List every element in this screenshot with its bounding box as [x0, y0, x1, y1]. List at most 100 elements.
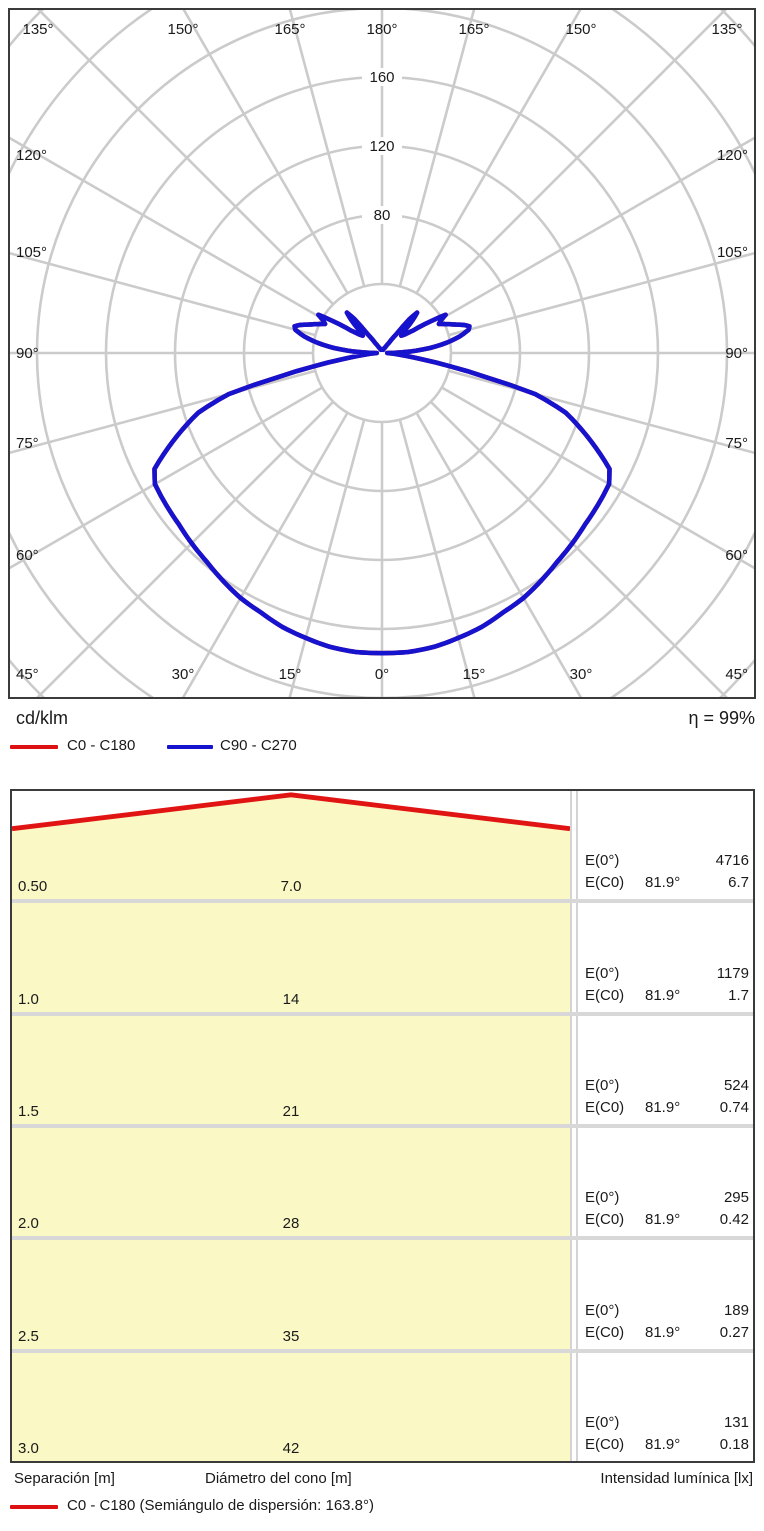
cone-cell: 0.50 7.0: [12, 791, 570, 900]
polar-grid-ray: [448, 251, 754, 337]
cone-table-row: 2.0 28 E(0°) 295 E(C0) 81.9° 0.42: [12, 1127, 753, 1241]
cone-cell: 3.0 42: [12, 1352, 570, 1461]
angle-label: 120°: [717, 147, 748, 164]
e0-label: E(0°): [585, 1413, 620, 1431]
ec0-angle: 81.9°: [645, 1098, 681, 1116]
cone-diameter-value: 28: [282, 1215, 300, 1233]
e0-line: E(0°) 189: [585, 1300, 749, 1322]
angle-label: 0°: [375, 666, 389, 683]
cone-diameter-value: 14: [282, 990, 300, 1008]
cone-cell: 1.0 14: [12, 903, 570, 1012]
c90-c270-curve: [152, 310, 612, 656]
angle-label: 30°: [570, 666, 593, 683]
polar-grid-ray: [10, 251, 316, 337]
column-gutter: [570, 1352, 578, 1461]
polar-grid-ray: [441, 386, 754, 570]
ec0-label: E(C0): [585, 986, 625, 1004]
e0-label: E(0°): [585, 852, 620, 870]
angle-label: 60°: [725, 547, 748, 564]
polar-grid-ray: [10, 136, 323, 320]
polar-grid-ray: [181, 412, 349, 697]
angle-label: 15°: [463, 666, 486, 683]
separation-caption: Separación [m]: [14, 1470, 115, 1487]
e0-label: E(0°): [585, 964, 620, 982]
cone-table-row: 2.5 35 E(0°) 189 E(C0) 81.9° 0.27: [12, 1240, 753, 1353]
angle-label: 15°: [279, 666, 302, 683]
ec0-value: 0.74: [719, 1098, 749, 1116]
angle-label: 90°: [16, 345, 39, 362]
polar-grid-ray: [429, 10, 727, 306]
polar-chart-border: [8, 8, 756, 699]
angle-label: 135°: [22, 21, 53, 38]
angle-labels: 135° 150° 165° 180° 165° 150° 135° 120° 105° 90° 7…: [16, 21, 748, 683]
ec0-value: 0.18: [719, 1435, 749, 1453]
angle-label: 105°: [16, 244, 47, 261]
efficiency-label: η = 99%: [688, 708, 755, 728]
angle-label: 105°: [717, 244, 748, 261]
e0-line: E(0°) 4716: [585, 850, 749, 872]
e0-line: E(0°) 1179: [585, 963, 749, 985]
polar-grid-ray: [37, 10, 335, 306]
angle-label: 120°: [16, 147, 47, 164]
illuminance-cell: E(0°) 189 E(C0) 81.9° 0.27: [578, 1240, 753, 1349]
radial-tick-label: 120: [369, 138, 394, 155]
angle-label: 150°: [565, 21, 596, 38]
ec0-value: 6.7: [728, 874, 749, 892]
ec0-line: E(C0) 81.9° 0.42: [585, 1209, 749, 1231]
angle-label: 150°: [167, 21, 198, 38]
polar-grid-ray: [10, 386, 323, 570]
polar-grid-ray: [288, 419, 366, 697]
cone-diameter-value: 21: [282, 1102, 300, 1120]
e0-value: 1179: [716, 964, 749, 982]
separation-value: 1.5: [18, 1102, 39, 1120]
e0-label: E(0°): [585, 1076, 620, 1094]
polar-intensity-diagram: 80 120 160 135° 150° 165° 180° 165° 150° 135° 120°…: [8, 8, 756, 699]
illuminance-cell: E(0°) 4716 E(C0) 81.9° 6.7: [578, 791, 753, 900]
ec0-label: E(C0): [585, 1098, 625, 1116]
polar-grid-ring: [311, 282, 453, 424]
cone-cell: 1.5 21: [12, 1015, 570, 1124]
polar-grid-ray: [36, 400, 335, 697]
angle-label: 165°: [458, 21, 489, 38]
column-gutter: [570, 1015, 578, 1124]
ec0-line: E(C0) 81.9° 0.27: [585, 1322, 749, 1344]
separation-value: 2.0: [18, 1215, 39, 1233]
polar-legend: C0 - C180 C90 - C270: [0, 736, 764, 758]
separation-value: 1.0: [18, 990, 39, 1008]
c0-c180-cone-legend-line: [10, 1505, 58, 1509]
polar-grid-ray: [182, 10, 349, 294]
polar-grid-ray: [429, 400, 728, 697]
e0-value: 295: [723, 1189, 749, 1207]
radial-tick-labels: 80 120 160: [362, 68, 402, 224]
ec0-line: E(C0) 81.9° 1.7: [585, 985, 749, 1007]
intensity-curves: [152, 310, 612, 656]
angle-label: 180°: [366, 21, 397, 38]
e0-line: E(0°) 295: [585, 1187, 749, 1209]
ec0-angle: 81.9°: [645, 874, 681, 892]
c90-c270-legend-label: C90 - C270: [220, 737, 297, 754]
e0-line: E(0°) 131: [585, 1412, 749, 1434]
radial-tick-label: 160: [369, 69, 394, 86]
polar-grid-ray: [415, 412, 583, 697]
ec0-label: E(C0): [585, 1211, 625, 1229]
unit-label: cd/klm: [16, 708, 69, 728]
polar-grid-ray: [415, 10, 582, 294]
c0-c180-legend-label: C0 - C180: [67, 737, 136, 754]
ec0-angle: 81.9°: [645, 1435, 681, 1453]
illuminance-cell: E(0°) 1179 E(C0) 81.9° 1.7: [578, 903, 753, 1012]
e0-line: E(0°) 524: [585, 1075, 749, 1097]
ec0-value: 0.42: [719, 1211, 749, 1229]
radial-tick-label: 80: [374, 207, 391, 224]
diameter-caption: Diámetro del cono [m]: [205, 1470, 352, 1487]
ec0-line: E(C0) 81.9° 0.18: [585, 1434, 749, 1456]
polar-grid-ray: [288, 10, 366, 287]
column-gutter: [570, 1240, 578, 1349]
ec0-line: E(C0) 81.9° 6.7: [585, 872, 749, 894]
polar-grid-ray: [10, 369, 316, 455]
table-footer-captions: Separación [m] Diámetro del cono [m] Int…: [0, 1470, 764, 1490]
separation-value: 2.5: [18, 1327, 39, 1345]
e0-value: 131: [723, 1413, 749, 1431]
e0-value: 4716: [715, 852, 749, 870]
light-cone-drawing: [12, 792, 570, 900]
